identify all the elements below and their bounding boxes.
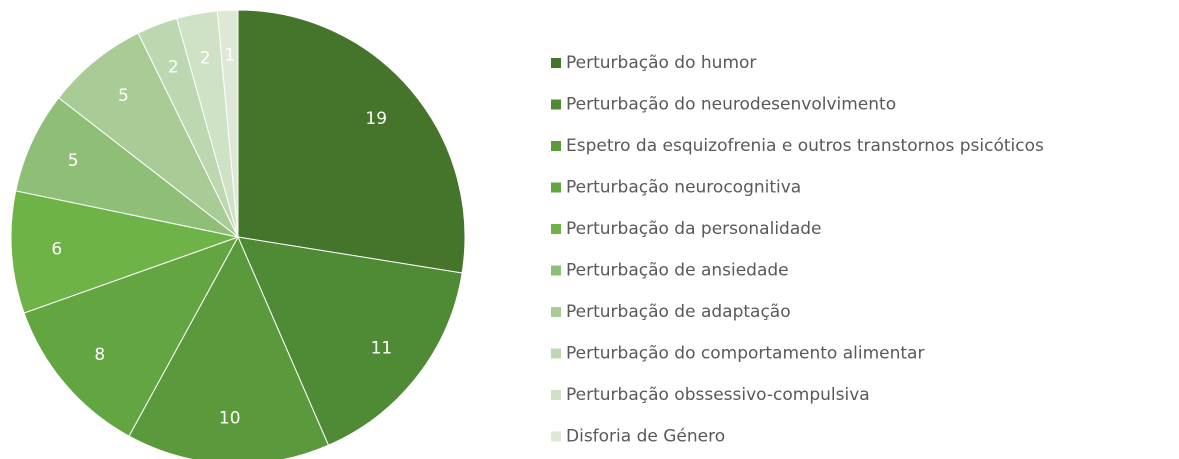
data-label: 2 (168, 57, 179, 77)
pie-slice (23, 236, 240, 437)
legend-swatch (551, 431, 561, 442)
data-label: 1 (224, 46, 235, 66)
pie-slice (10, 190, 240, 314)
data-label: 8 (94, 345, 105, 365)
pie-slice (128, 235, 330, 459)
legend-label: Perturbação do neurodesenvolvimento (566, 95, 896, 115)
legend-swatch (551, 390, 561, 400)
data-label: 6 (51, 239, 62, 259)
pie-slice (15, 97, 239, 238)
legend-swatch (551, 182, 561, 193)
legend-label: Perturbação do humor (566, 53, 756, 73)
pie-slice (57, 32, 239, 238)
data-label: 10 (219, 408, 241, 428)
legend-swatch (551, 99, 561, 110)
legend-label: Espetro da esquizofrenia e outros transt… (566, 136, 1044, 156)
legend-label: Perturbação obssessivo-compulsiva (566, 385, 870, 405)
legend-label: Perturbação neurocognitiva (566, 178, 801, 198)
legend-label: Perturbação de ansiedade (566, 261, 789, 281)
data-label: 2 (200, 48, 211, 68)
legend-swatch (551, 224, 561, 234)
pie-slice (237, 236, 463, 446)
data-label: 5 (68, 151, 79, 171)
pie-slice (237, 9, 466, 274)
legend-label: Perturbação de adaptação (566, 302, 791, 322)
data-label: 5 (118, 86, 129, 106)
data-label: 11 (371, 338, 393, 358)
legend-swatch (551, 307, 561, 317)
pie-slice (216, 9, 239, 238)
legend-swatch (551, 348, 561, 359)
legend-swatch (551, 58, 561, 68)
legend-label: Disforia de Género (566, 427, 725, 447)
legend-swatch (551, 141, 561, 151)
legend-label: Perturbação da personalidade (566, 219, 822, 239)
legend-label: Perturbação do comportamento alimentar (566, 344, 924, 364)
data-label: 19 (365, 109, 387, 129)
legend-swatch (551, 265, 561, 276)
